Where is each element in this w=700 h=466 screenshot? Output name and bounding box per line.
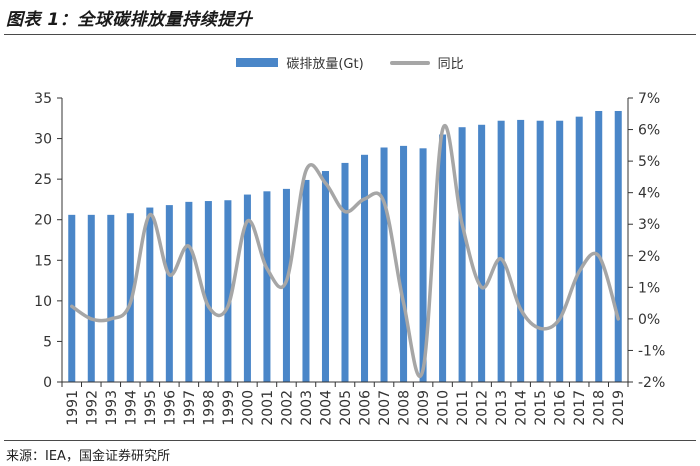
bar-2009: [419, 148, 427, 382]
bar-1996: [165, 205, 173, 382]
bar-2008: [400, 145, 408, 382]
legend-swatch-line: [389, 60, 430, 65]
x-tick-label: 1996: [162, 390, 178, 426]
x-axis: 1991 1992 1993 1994 1995 1996 1997 1998 1999 2000…: [61, 381, 629, 426]
x-tick-label: 2002: [279, 390, 295, 426]
x-tick-label: 2012: [475, 390, 491, 426]
bar-1998: [204, 201, 212, 382]
bar-2004: [321, 171, 329, 382]
legend-label-line: 同比: [437, 57, 464, 72]
left-tick-label: 30: [34, 132, 52, 148]
x-tick-label: 2006: [358, 390, 374, 426]
x-tick-label: 1992: [84, 390, 100, 426]
yoy-line-series: [70, 124, 620, 379]
bar-2007: [380, 147, 388, 382]
bar-2003: [302, 179, 310, 382]
x-tick-label: 1999: [221, 390, 237, 426]
chart-canvas: 0 5 10 15 20 25 30 35 -2% -1% 0% 1% 2% 3% 4% 5% 6% 7% 19…: [34, 91, 665, 426]
left-y-axis: 0 5 10 15 20 25 30 35: [34, 91, 63, 391]
x-tick-label: 2001: [260, 390, 276, 426]
right-tick-label: 3%: [638, 217, 660, 233]
figure-title: 图表 1：全球碳排放量持续提升: [6, 10, 253, 30]
right-tick-label: -1%: [638, 343, 665, 359]
x-tick-label: 2010: [436, 390, 452, 426]
x-tick-label: 2013: [494, 390, 510, 426]
right-tick-label: 7%: [638, 91, 660, 107]
x-tick-label: 2018: [592, 390, 608, 426]
bar-1999: [224, 200, 232, 382]
x-tick-label: 1995: [143, 390, 159, 426]
x-tick-label: 2000: [240, 390, 256, 426]
right-tick-label: -2%: [638, 375, 665, 391]
chart-legend: 碳排放量(Gt) 同比: [0, 53, 700, 72]
x-tick-label: 2003: [299, 390, 315, 426]
bar-1993: [107, 214, 115, 382]
footer-divider: [4, 440, 696, 441]
bar-1995: [146, 207, 154, 382]
legend-swatch-bar: [236, 58, 279, 67]
right-y-axis: -2% -1% 0% 1% 2% 3% 4% 5% 6% 7%: [627, 91, 665, 391]
bar-2018: [595, 110, 603, 383]
bar-2012: [478, 124, 486, 382]
bar-2000: [243, 194, 251, 382]
right-tick-label: 2%: [638, 249, 660, 265]
left-tick-label: 25: [34, 172, 52, 188]
bar-2019: [614, 110, 622, 383]
bar-1997: [185, 201, 193, 382]
left-tick-label: 15: [34, 253, 52, 269]
x-tick-label: 2017: [572, 390, 588, 426]
bar-2001: [263, 191, 271, 382]
x-tick-label: 2005: [338, 390, 354, 426]
x-tick-label: 1993: [104, 390, 120, 426]
x-tick-label: 2015: [533, 390, 549, 426]
right-tick-label: 5%: [638, 154, 660, 170]
bar-2002: [282, 188, 290, 382]
bar-2017: [575, 116, 583, 383]
x-tick-label: 2019: [611, 390, 627, 426]
x-tick-label: 2011: [455, 390, 471, 426]
left-tick-label: 20: [34, 213, 52, 229]
x-tick-label: 2016: [553, 390, 569, 426]
bar-2011: [458, 127, 466, 382]
bar-1992: [87, 214, 95, 382]
bar-2016: [556, 120, 564, 382]
x-tick-label: 2014: [514, 390, 530, 426]
left-tick-label: 35: [34, 91, 52, 107]
bar-2005: [341, 162, 349, 382]
bar-2015: [536, 120, 544, 382]
bar-2013: [497, 120, 505, 382]
bar-2006: [361, 154, 369, 382]
left-tick-label: 5: [43, 334, 52, 350]
source-note: 来源：IEA，国金证券研究所: [6, 449, 170, 464]
bar-1991: [68, 214, 76, 382]
legend-label-bar: 碳排放量(Gt): [286, 57, 364, 72]
legend-item-bar: 碳排放量(Gt): [236, 53, 364, 72]
x-tick-label: 1994: [123, 390, 139, 426]
bar-2014: [517, 119, 525, 382]
right-tick-label: 4%: [638, 186, 660, 202]
legend-item-line: 同比: [389, 53, 464, 72]
left-tick-label: 10: [34, 294, 52, 310]
right-tick-label: 0%: [638, 312, 660, 328]
x-tick-label: 2007: [377, 390, 393, 426]
bar-2010: [439, 134, 447, 382]
x-tick-label: 2009: [416, 390, 432, 426]
x-tick-label: 2004: [318, 390, 334, 426]
x-tick-label: 1997: [182, 390, 198, 426]
title-divider: [4, 34, 696, 35]
x-tick-label: 1991: [65, 390, 81, 426]
x-tick-label: 1998: [201, 390, 217, 426]
right-tick-label: 6%: [638, 123, 660, 139]
right-tick-label: 1%: [638, 280, 660, 296]
left-tick-label: 0: [43, 375, 52, 391]
x-tick-label: 2008: [397, 390, 413, 426]
bar-series: [68, 110, 622, 383]
